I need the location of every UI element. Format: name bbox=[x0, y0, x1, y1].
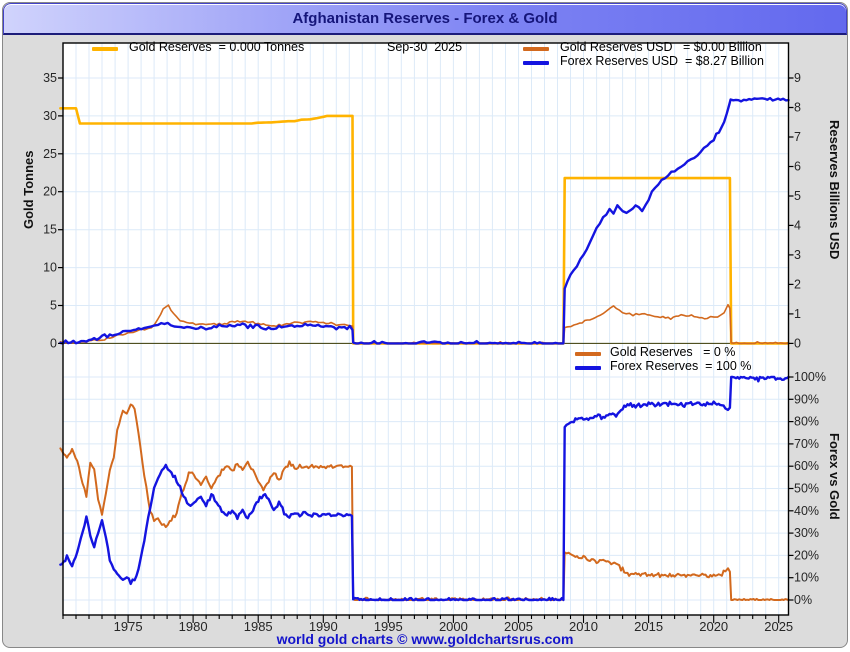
svg-text:8: 8 bbox=[794, 101, 801, 115]
svg-text:0: 0 bbox=[50, 336, 57, 350]
svg-text:9: 9 bbox=[794, 71, 801, 85]
svg-text:6: 6 bbox=[794, 160, 801, 174]
svg-text:15: 15 bbox=[43, 223, 57, 237]
svg-text:30: 30 bbox=[43, 109, 57, 123]
svg-text:4: 4 bbox=[794, 218, 801, 232]
svg-text:100%: 100% bbox=[794, 370, 826, 384]
svg-text:90%: 90% bbox=[794, 392, 819, 406]
svg-text:10%: 10% bbox=[794, 571, 819, 585]
svg-text:5: 5 bbox=[794, 189, 801, 203]
svg-text:70%: 70% bbox=[794, 437, 819, 451]
svg-text:5: 5 bbox=[50, 299, 57, 313]
svg-text:7: 7 bbox=[794, 130, 801, 144]
svg-text:60%: 60% bbox=[794, 459, 819, 473]
svg-text:0%: 0% bbox=[794, 593, 812, 607]
svg-text:3: 3 bbox=[794, 248, 801, 262]
svg-text:35: 35 bbox=[43, 71, 57, 85]
svg-text:0: 0 bbox=[794, 336, 801, 350]
svg-text:2: 2 bbox=[794, 277, 801, 291]
svg-text:1: 1 bbox=[794, 307, 801, 321]
svg-text:20: 20 bbox=[43, 185, 57, 199]
svg-text:25: 25 bbox=[43, 147, 57, 161]
svg-text:40%: 40% bbox=[794, 504, 819, 518]
svg-text:80%: 80% bbox=[794, 415, 819, 429]
svg-text:20%: 20% bbox=[794, 548, 819, 562]
svg-text:30%: 30% bbox=[794, 526, 819, 540]
svg-text:10: 10 bbox=[43, 261, 57, 275]
svg-text:50%: 50% bbox=[794, 482, 819, 496]
